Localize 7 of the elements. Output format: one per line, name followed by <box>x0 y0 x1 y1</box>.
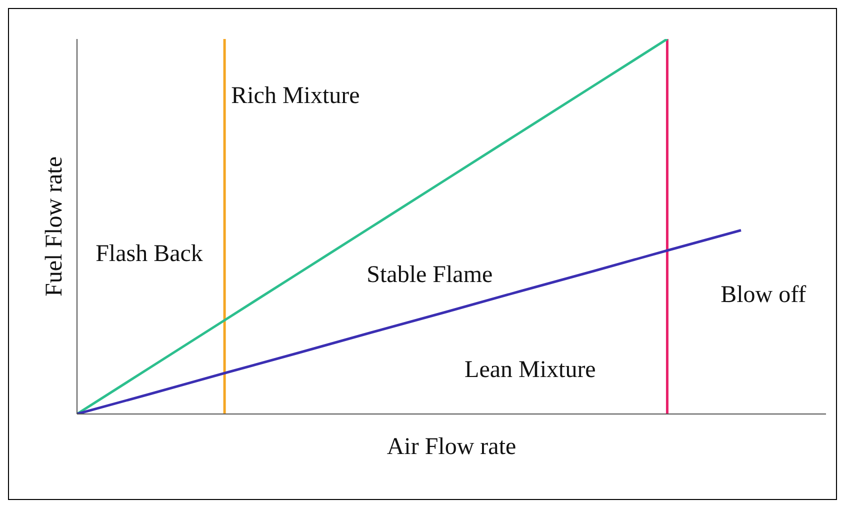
annotation: Blow off <box>720 282 806 310</box>
annotation: Rich Mixture <box>231 83 360 110</box>
x-axis-title: Air Flow rate <box>386 434 516 460</box>
y-axis-title: Fuel Flow rate <box>42 156 68 296</box>
annotation: Lean Mixture <box>464 357 596 384</box>
annotation: Stable Flame <box>366 262 493 289</box>
annotation: Flash Back <box>96 240 203 268</box>
